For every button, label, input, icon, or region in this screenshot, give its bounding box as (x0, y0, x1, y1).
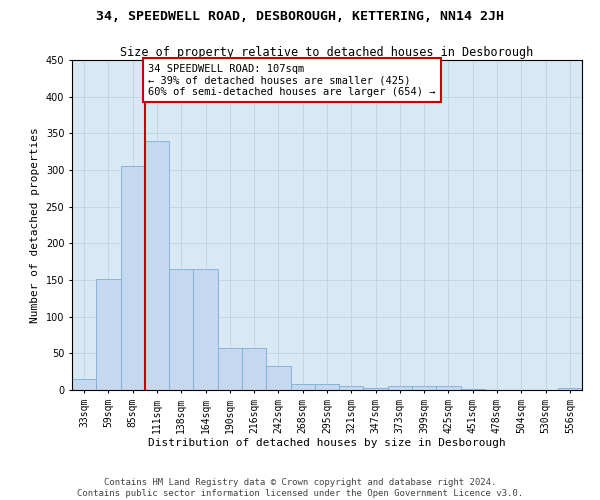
Bar (193, 269, 218, 390)
Bar (145, 140, 169, 390)
Bar (96, 278, 121, 390)
Bar (169, 269, 193, 390)
Bar (315, 384, 339, 390)
Bar (242, 348, 266, 390)
Bar (266, 366, 290, 390)
Bar (461, 388, 485, 390)
Text: 34 SPEEDWELL ROAD: 107sqm
← 39% of detached houses are smaller (425)
60% of semi: 34 SPEEDWELL ROAD: 107sqm ← 39% of detac… (149, 64, 436, 97)
Y-axis label: Number of detached properties: Number of detached properties (30, 127, 40, 323)
Bar (339, 386, 364, 390)
Bar (558, 388, 582, 390)
Bar (290, 384, 315, 390)
Bar (121, 166, 145, 390)
Bar (388, 386, 412, 390)
Bar (72, 379, 96, 390)
Text: Contains HM Land Registry data © Crown copyright and database right 2024.
Contai: Contains HM Land Registry data © Crown c… (77, 478, 523, 498)
Bar (364, 388, 388, 390)
Bar (412, 386, 436, 390)
X-axis label: Distribution of detached houses by size in Desborough: Distribution of detached houses by size … (148, 438, 506, 448)
Bar (436, 386, 461, 390)
Title: Size of property relative to detached houses in Desborough: Size of property relative to detached ho… (121, 46, 533, 59)
Text: 34, SPEEDWELL ROAD, DESBOROUGH, KETTERING, NN14 2JH: 34, SPEEDWELL ROAD, DESBOROUGH, KETTERIN… (96, 10, 504, 23)
Bar (218, 348, 242, 390)
